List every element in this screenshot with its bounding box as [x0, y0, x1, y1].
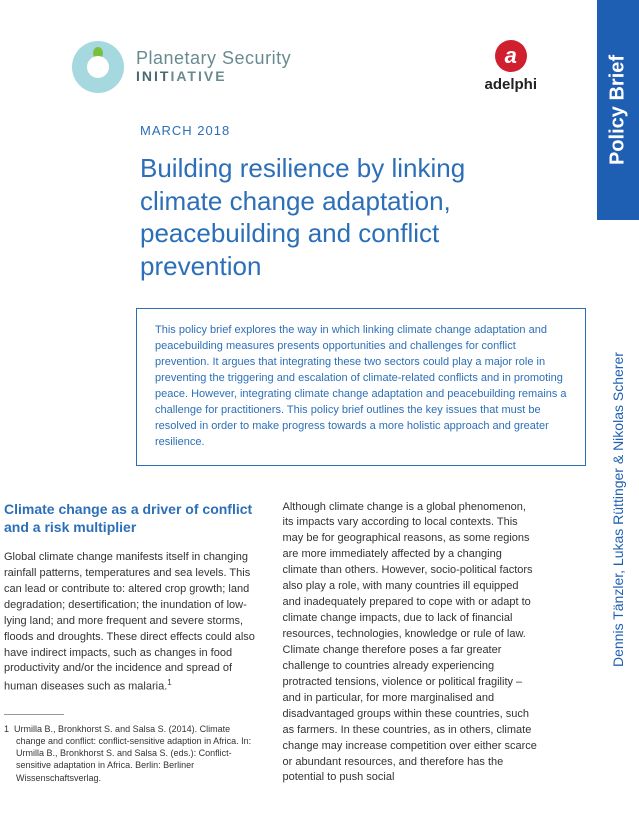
page-body: Planetary Security INITIATIVE a adelphi … — [0, 0, 597, 820]
adelphi-name: adelphi — [484, 76, 537, 93]
footnote-ref-1: 1 — [167, 678, 171, 687]
psi-logo-text: Planetary Security INITIATIVE — [136, 49, 291, 84]
col2-paragraph: Although climate change is a global phen… — [283, 500, 538, 787]
col1-p1-text: Global climate change manifests itself i… — [4, 551, 255, 693]
footnote-text: Urmilla B., Bronkhorst S. and Salsa S. (… — [14, 724, 251, 783]
psi-logo-init: INIT — [136, 68, 170, 84]
summary-box: This policy brief explores the way in wh… — [136, 308, 586, 466]
psi-logo-line2: INITIATIVE — [136, 69, 291, 84]
footnote-num: 1 — [4, 724, 9, 734]
column-right: Although climate change is a global phen… — [283, 500, 538, 801]
side-authors-text: Dennis Tänzler, Lukas Rüttinger & Nikola… — [610, 353, 626, 668]
side-tab-policy-brief: Policy Brief — [597, 0, 639, 220]
footnote-divider — [4, 714, 64, 715]
document-title: Building resilience by linking climate c… — [140, 152, 500, 282]
summary-text: This policy brief explores the way in wh… — [155, 323, 567, 451]
psi-logo: Planetary Security INITIATIVE — [72, 41, 291, 93]
column-left: Climate change as a driver of conflict a… — [4, 500, 259, 801]
psi-logo-line1: Planetary Security — [136, 49, 291, 69]
adelphi-badge-icon: a — [495, 40, 527, 72]
psi-logo-inner — [87, 56, 109, 78]
content-block: MARCH 2018 Building resilience by linkin… — [72, 123, 537, 466]
side-authors: Dennis Tänzler, Lukas Rüttinger & Nikola… — [597, 230, 639, 790]
psi-logo-icon — [72, 41, 124, 93]
publication-date: MARCH 2018 — [140, 123, 537, 138]
col1-paragraph: Global climate change manifests itself i… — [4, 550, 259, 696]
section-heading: Climate change as a driver of conflict a… — [4, 500, 259, 536]
adelphi-letter: a — [505, 43, 517, 69]
two-column-body: Climate change as a driver of conflict a… — [4, 500, 537, 801]
side-tab-label: Policy Brief — [607, 55, 630, 165]
psi-logo-rest: IATIVE — [170, 68, 226, 84]
footnote-1: 1 Urmilla B., Bronkhorst S. and Salsa S.… — [4, 723, 259, 784]
logo-row: Planetary Security INITIATIVE a adelphi — [72, 40, 537, 93]
adelphi-logo: a adelphi — [484, 40, 537, 93]
